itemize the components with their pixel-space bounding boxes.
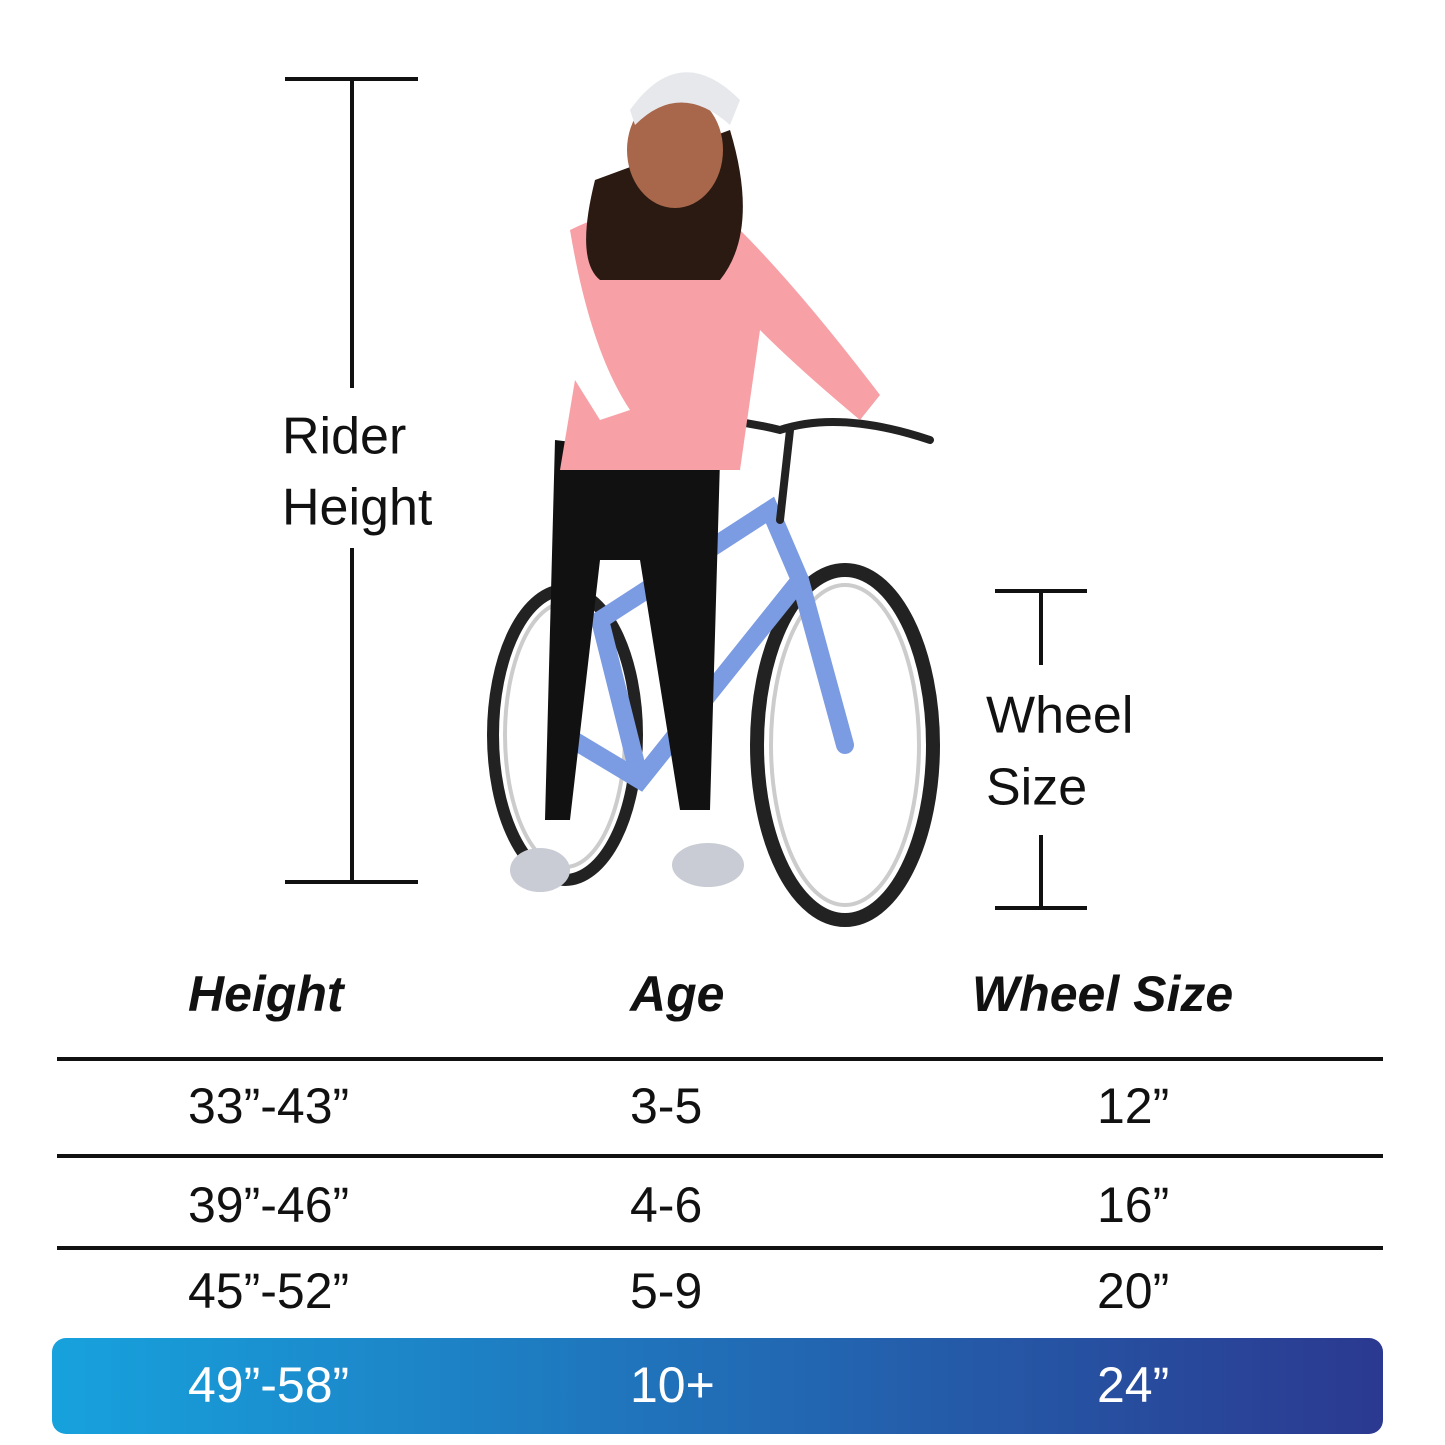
table-cell: 10+ (630, 1357, 715, 1413)
table-cell: 12” (1097, 1078, 1169, 1134)
dimension-label: Size (986, 759, 1087, 817)
table-cell: 5-9 (630, 1263, 702, 1319)
rider-illustration (487, 72, 940, 927)
table-cell: 24” (1097, 1357, 1169, 1413)
table-cell: 45”-52” (188, 1263, 349, 1319)
column-header: Height (188, 966, 346, 1022)
table-cell: 49”-58” (188, 1357, 349, 1413)
table-cell: 3-5 (630, 1078, 702, 1134)
dimension-label: Rider (282, 408, 406, 466)
table-cell: 39”-46” (188, 1177, 349, 1233)
highlight-row (52, 1338, 1383, 1434)
table-cell: 4-6 (630, 1177, 702, 1233)
table-cell: 20” (1097, 1263, 1169, 1319)
table-cell: 33”-43” (188, 1078, 349, 1134)
column-header: Age (628, 966, 724, 1022)
column-header: Wheel Size (972, 966, 1233, 1022)
dimension-label: Wheel (986, 687, 1133, 745)
dimension-label: Height (282, 479, 433, 537)
table-cell: 16” (1097, 1177, 1169, 1233)
